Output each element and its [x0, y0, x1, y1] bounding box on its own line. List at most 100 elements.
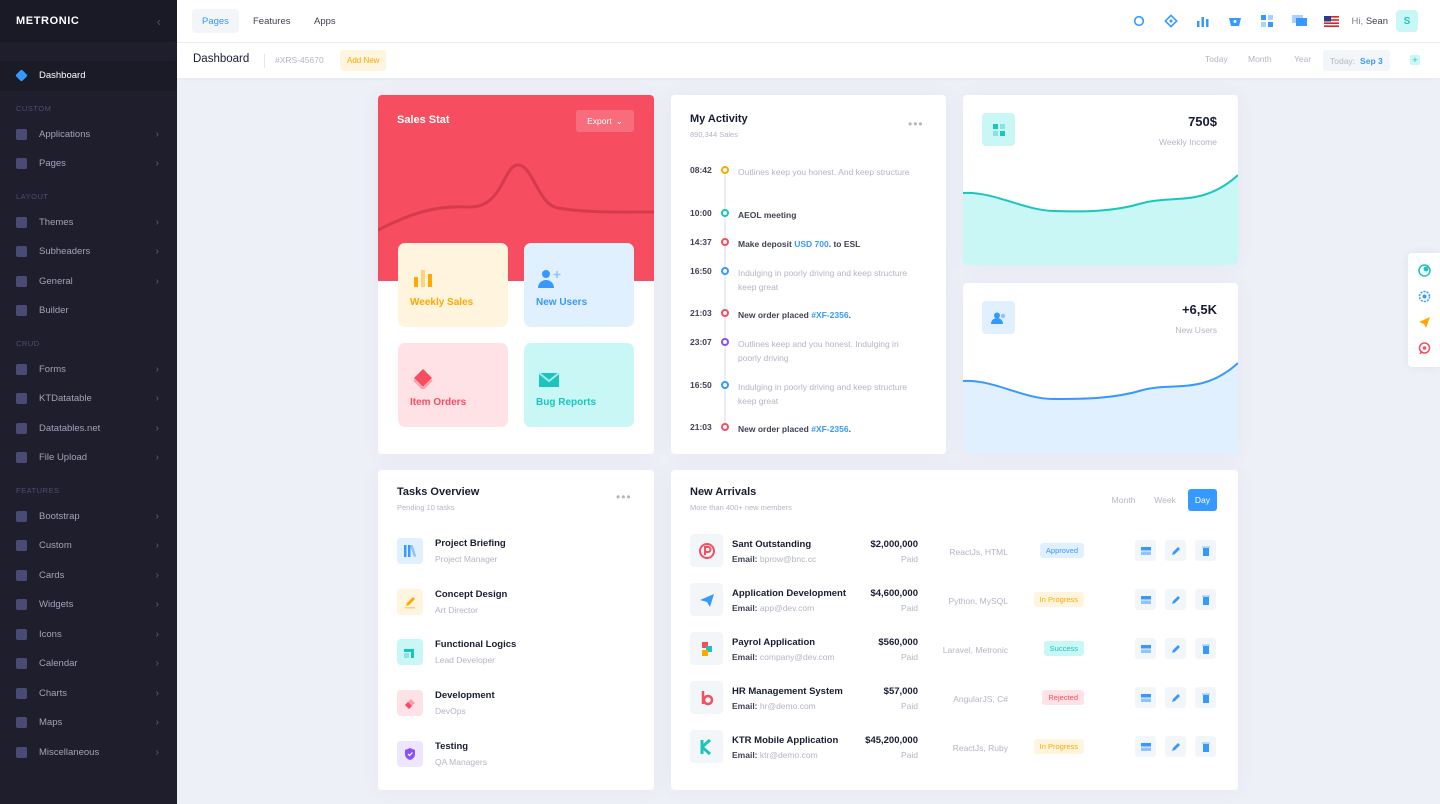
- bug-reports-tile[interactable]: Bug Reports: [524, 343, 634, 427]
- sidebar-item-charts[interactable]: Charts ›: [0, 679, 177, 709]
- sidebar-item-label: Applications: [39, 128, 91, 140]
- delete-button[interactable]: [1195, 736, 1216, 757]
- income-sparkline: [963, 174, 1238, 265]
- edit-button[interactable]: [1165, 687, 1186, 708]
- notifications-icon[interactable]: [1163, 13, 1180, 30]
- edit-button[interactable]: [1165, 540, 1186, 561]
- sidebar-item-miscellaneous[interactable]: Miscellaneous ›: [0, 738, 177, 768]
- send-icon[interactable]: [1418, 316, 1431, 329]
- chevron-right-icon: ›: [155, 746, 159, 758]
- delete-button[interactable]: [1195, 687, 1216, 708]
- more-options-icon[interactable]: •••: [908, 117, 924, 131]
- sidebar-item-icons[interactable]: Icons ›: [0, 620, 177, 650]
- tab-month[interactable]: Month: [1111, 495, 1136, 505]
- sidebar-item-bootstrap[interactable]: Bootstrap ›: [0, 502, 177, 532]
- view-button[interactable]: [1135, 638, 1156, 659]
- tab-pages[interactable]: Pages: [192, 9, 239, 33]
- sidebar-item-general[interactable]: General ›: [0, 267, 177, 297]
- tab-apps[interactable]: Apps: [314, 15, 336, 27]
- range-today-button[interactable]: Today: [1205, 54, 1228, 64]
- shield-icon: [397, 741, 423, 767]
- brand-logo[interactable]: METRONIC: [16, 15, 80, 27]
- task-item[interactable]: Concept Design Art Director: [397, 589, 617, 617]
- project-name[interactable]: Payrol Application: [732, 637, 816, 648]
- sidebar-item-widgets[interactable]: Widgets ›: [0, 590, 177, 620]
- app-logo-icon: [690, 681, 723, 714]
- view-button[interactable]: [1135, 736, 1156, 757]
- tab-day[interactable]: Day: [1187, 489, 1217, 511]
- project-name[interactable]: HR Management System: [732, 686, 843, 697]
- item-orders-tile[interactable]: Item Orders: [398, 343, 508, 427]
- activity-link[interactable]: USD 700: [794, 239, 829, 249]
- table-row[interactable]: Application Development Email: app@dev.co…: [690, 583, 1217, 619]
- table-row[interactable]: HR Management System Email: hr@demo.com $5…: [690, 681, 1217, 717]
- delete-button[interactable]: [1195, 540, 1216, 561]
- search-icon[interactable]: [1131, 13, 1148, 30]
- edit-icon: [1171, 693, 1180, 702]
- date-picker[interactable]: Today: Sep 3: [1323, 50, 1390, 71]
- tile-label: Item Orders: [410, 397, 467, 408]
- export-button[interactable]: Export ⌄: [576, 110, 634, 132]
- sidebar-item-themes[interactable]: Themes ›: [0, 208, 177, 238]
- sidebar-item-maps[interactable]: Maps ›: [0, 708, 177, 738]
- new-users-card: +6,5K New Users: [963, 283, 1238, 454]
- project-name[interactable]: KTR Mobile Application: [732, 735, 839, 746]
- plus-icon[interactable]: +: [1410, 55, 1420, 65]
- task-item[interactable]: Functional Logics Lead Developer: [397, 639, 617, 667]
- card-icon: [1140, 693, 1151, 702]
- tab-features[interactable]: Features: [253, 15, 291, 27]
- table-row[interactable]: Sant Outstanding Email: bprow@bnc.cc $2,00…: [690, 534, 1217, 570]
- gear-icon[interactable]: [1418, 290, 1431, 303]
- table-row[interactable]: KTR Mobile Application Email: ktr@demo.co…: [690, 730, 1217, 766]
- sidebar-item-file-upload[interactable]: File Upload ›: [0, 443, 177, 473]
- sidebar-item-ktdatatable[interactable]: KTDatatable ›: [0, 384, 177, 414]
- edit-button[interactable]: [1165, 736, 1186, 757]
- sidebar-item-dashboard[interactable]: Dashboard: [0, 61, 177, 91]
- task-item[interactable]: Development DevOps: [397, 690, 617, 718]
- more-options-icon[interactable]: •••: [616, 490, 632, 504]
- sidebar-item-forms[interactable]: Forms ›: [0, 355, 177, 385]
- sidebar-item-subheaders[interactable]: Subheaders ›: [0, 237, 177, 267]
- edit-button[interactable]: [1165, 638, 1186, 659]
- task-item[interactable]: Testing QA Managers: [397, 741, 617, 769]
- sidebar-item-cards[interactable]: Cards ›: [0, 561, 177, 591]
- chat-bubble-icon[interactable]: [1418, 342, 1431, 355]
- activity-link[interactable]: #XF-2356: [811, 310, 849, 320]
- layers-icon[interactable]: [1418, 264, 1431, 277]
- view-button[interactable]: [1135, 687, 1156, 708]
- view-button[interactable]: [1135, 589, 1156, 610]
- sidebar-item-pages[interactable]: Pages ›: [0, 149, 177, 179]
- cart-icon[interactable]: [1227, 13, 1244, 30]
- weekly-sales-tile[interactable]: Weekly Sales: [398, 243, 508, 327]
- chat-icon[interactable]: [1291, 13, 1308, 30]
- sidebar-item-datatables[interactable]: Datatables.net ›: [0, 414, 177, 444]
- table-row[interactable]: Payrol Application Email: company@dev.com…: [690, 632, 1217, 668]
- sidebar-item-builder[interactable]: Builder: [0, 296, 177, 326]
- sidebar-item-label: Calendar: [39, 658, 78, 670]
- range-month-button[interactable]: Month: [1248, 54, 1272, 64]
- view-button[interactable]: [1135, 540, 1156, 561]
- flag-us-icon[interactable]: [1323, 13, 1340, 30]
- delete-button[interactable]: [1195, 589, 1216, 610]
- user-greeting[interactable]: Hi, Sean: [1352, 16, 1388, 27]
- delete-button[interactable]: [1195, 638, 1216, 659]
- sidebar-item-custom[interactable]: Custom ›: [0, 531, 177, 561]
- new-users-tile[interactable]: New Users: [524, 243, 634, 327]
- chart-icon[interactable]: [1195, 13, 1212, 30]
- project-name[interactable]: Sant Outstanding: [732, 539, 812, 550]
- add-new-button[interactable]: Add New: [340, 50, 387, 71]
- sidebar-toggle-icon[interactable]: ‹: [156, 13, 161, 29]
- subheaders-icon: [16, 246, 27, 258]
- sidebar-item-applications[interactable]: Applications ›: [0, 120, 177, 150]
- avatar[interactable]: S: [1396, 10, 1418, 32]
- task-item[interactable]: Project Briefing Project Manager: [397, 538, 617, 566]
- themes-icon: [16, 216, 27, 228]
- activity-link[interactable]: #XF-2356: [811, 424, 849, 434]
- edit-button[interactable]: [1165, 589, 1186, 610]
- tab-week[interactable]: Week: [1154, 495, 1176, 505]
- page-code: #XRS-45670: [275, 55, 324, 65]
- project-name[interactable]: Application Development: [732, 588, 847, 599]
- sidebar-item-calendar[interactable]: Calendar ›: [0, 649, 177, 679]
- range-year-button[interactable]: Year: [1294, 54, 1312, 64]
- apps-icon[interactable]: [1259, 13, 1276, 30]
